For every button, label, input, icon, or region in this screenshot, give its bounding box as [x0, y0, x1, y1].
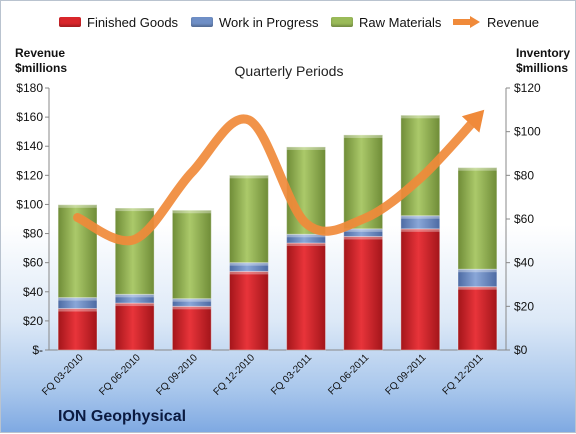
bar-bevel — [230, 175, 269, 178]
bar-raw-materials — [115, 208, 154, 294]
bar-finished-goods — [287, 243, 326, 350]
left-tick-label: $- — [32, 343, 43, 357]
x-tick-label: FQ 12-2011 — [441, 352, 486, 397]
bar-finished-goods — [115, 303, 154, 350]
bar-finished-goods — [344, 236, 383, 350]
right-tick-label: $20 — [514, 299, 534, 313]
x-tick-label: FQ 09-2010 — [154, 352, 200, 398]
x-tick-label: FQ 06-2011 — [326, 352, 371, 397]
x-tick-label: FQ 09-2011 — [383, 352, 428, 397]
left-tick-label: $120 — [16, 168, 43, 182]
left-tick-label: $80 — [23, 227, 43, 241]
left-tick-label: $100 — [16, 197, 43, 211]
bar-raw-materials — [172, 210, 211, 298]
left-tick-label: $40 — [23, 285, 43, 299]
company-name: ION Geophysical — [58, 408, 186, 426]
x-tick-label: FQ 03-2011 — [269, 352, 314, 397]
x-tick-label: FQ 03-2010 — [40, 352, 86, 398]
bar-bevel — [344, 135, 383, 138]
right-tick-label: $100 — [514, 125, 541, 139]
bar-finished-goods — [401, 229, 440, 350]
left-tick-label: $140 — [16, 139, 43, 153]
bar-bevel — [115, 208, 154, 211]
x-tick-label: FQ 12-2010 — [212, 352, 258, 398]
left-tick-label: $180 — [16, 81, 43, 95]
right-tick-label: $0 — [514, 343, 528, 357]
bar-raw-materials — [458, 168, 497, 270]
left-tick-label: $160 — [16, 110, 43, 124]
left-tick-label: $60 — [23, 256, 43, 270]
bar-finished-goods — [172, 306, 211, 350]
bar-finished-goods — [458, 287, 497, 350]
bar-bevel — [287, 147, 326, 150]
bar-finished-goods — [58, 309, 97, 350]
right-tick-label: $60 — [514, 212, 534, 226]
right-tick-label: $40 — [514, 256, 534, 270]
bar-bevel — [401, 115, 440, 118]
bar-bevel — [172, 210, 211, 213]
bar-raw-materials — [230, 175, 269, 262]
bar-bevel — [58, 205, 97, 208]
x-tick-label: FQ 06-2010 — [97, 352, 143, 398]
right-tick-label: $80 — [514, 168, 534, 182]
bar-finished-goods — [230, 271, 269, 350]
bar-bevel — [458, 168, 497, 171]
left-tick-label: $20 — [23, 314, 43, 328]
right-tick-label: $120 — [514, 81, 541, 95]
